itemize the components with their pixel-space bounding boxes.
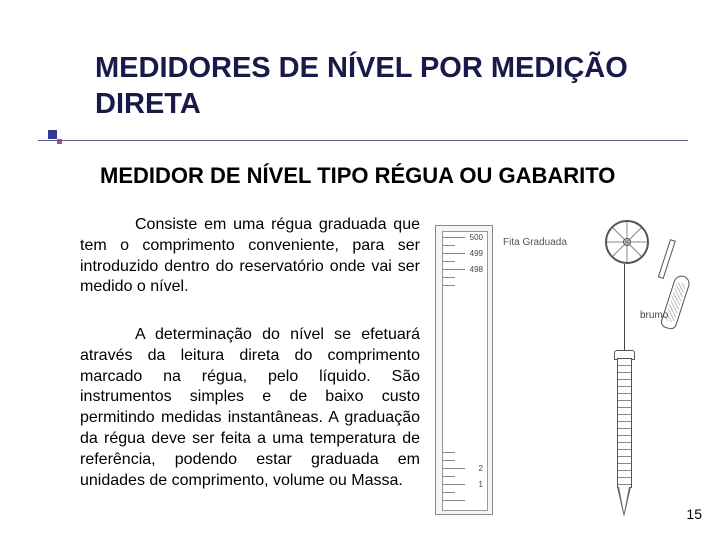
ruler-num: 1 (479, 480, 483, 489)
ruler-illustration: 500 499 498 2 1 (435, 225, 493, 515)
ruler-num: 499 (470, 249, 483, 258)
paragraph-2: A determinação do nível se efetuará atra… (80, 325, 420, 491)
pulley-icon (605, 220, 649, 264)
ruler-num: 498 (470, 265, 483, 274)
wire-icon (624, 264, 625, 359)
ruler-num: 500 (470, 233, 483, 242)
ruler-label: Fita Graduada (503, 237, 567, 248)
title-underline (38, 140, 688, 141)
paragraph-1: Consiste em uma régua graduada que tem o… (80, 215, 420, 298)
page-number: 15 (686, 506, 702, 522)
figure-area: 500 499 498 2 1 Fita Graduada (435, 215, 705, 525)
handle-label: brumo (640, 310, 668, 321)
ruler-num: 2 (479, 464, 483, 473)
rod-icon (617, 358, 632, 488)
subtitle: MEDIDOR DE NÍVEL TIPO RÉGUA OU GABARITO (100, 163, 615, 189)
main-title: MEDIDORES DE NÍVEL POR MEDIÇÃO DIRETA (95, 50, 675, 123)
slide-bullet-decoration (48, 130, 62, 144)
dipstick-illustration: brumo (590, 220, 690, 525)
